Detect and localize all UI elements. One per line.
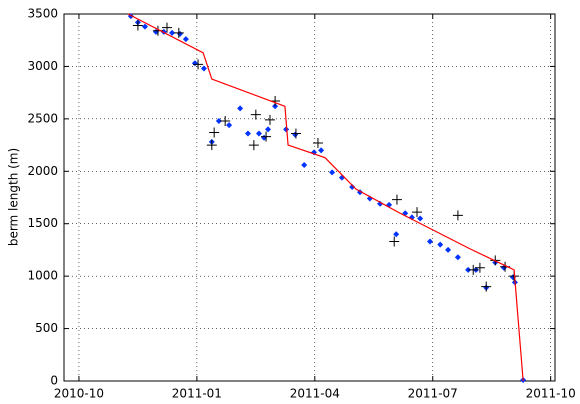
plus-marker — [474, 262, 485, 273]
y-tick-label: 1500 — [27, 216, 58, 230]
y-axis-label: berm length (m) — [7, 148, 21, 246]
x-tick-label: 2011-04 — [290, 387, 340, 401]
x-tick-label: 2010-10 — [54, 387, 104, 401]
plus-marker — [312, 137, 323, 148]
y-tick-label: 1000 — [27, 269, 58, 283]
scatter-point — [182, 36, 189, 43]
scatter-point — [169, 29, 176, 36]
scatter-point — [437, 241, 444, 248]
x-tick-label: 2011-01 — [172, 387, 222, 401]
plus-marker — [161, 22, 172, 33]
scatter-point — [237, 105, 244, 112]
plus-marker — [481, 281, 492, 292]
scatter-point — [141, 23, 148, 30]
plus-marker — [261, 131, 272, 142]
y-tick-label: 500 — [35, 321, 58, 335]
scatter-point — [255, 130, 262, 137]
y-tick-label: 2000 — [27, 164, 58, 178]
plot-area — [63, 13, 556, 382]
scatter-point — [265, 126, 272, 133]
scatter-point — [426, 238, 433, 245]
scatter-point — [454, 254, 461, 261]
plus-marker — [412, 207, 423, 218]
plus-marker — [209, 127, 220, 138]
plus-marker — [173, 27, 184, 38]
scatter-point — [283, 126, 290, 133]
scatter-point — [226, 122, 233, 129]
x-tick-label: 2011-07 — [408, 387, 458, 401]
plus-marker — [250, 109, 261, 120]
scatter-point — [244, 130, 251, 137]
plus-marker — [132, 20, 143, 31]
scatter-point — [417, 215, 424, 222]
y-tick-label: 2500 — [27, 111, 58, 125]
scatter-point — [215, 117, 222, 124]
scatter-point — [318, 147, 325, 154]
scatter-point — [301, 161, 308, 168]
scatter-point — [393, 231, 400, 238]
plus-marker — [220, 115, 231, 126]
scatter-point — [329, 169, 336, 176]
y-tick-label: 3000 — [27, 59, 58, 73]
plus-marker — [206, 140, 217, 151]
scatter-point — [191, 60, 198, 67]
scatter-point — [377, 200, 384, 207]
plus-marker — [452, 210, 463, 221]
scatter-point — [445, 246, 452, 253]
plus-marker — [248, 140, 259, 151]
line — [127, 13, 524, 382]
scatter-point — [272, 103, 279, 110]
plus-marker — [391, 194, 402, 205]
y-tick-label: 3500 — [27, 7, 58, 21]
scatter-point — [200, 65, 207, 72]
plus-marker — [193, 59, 204, 70]
plus-marker — [468, 264, 479, 275]
plus-marker — [264, 114, 275, 125]
x-tick-label: 2011-10 — [526, 387, 576, 401]
scatter-point — [465, 266, 472, 273]
y-tick-label: 0 — [50, 374, 58, 388]
scatter-point — [349, 184, 356, 191]
plus-marker — [389, 236, 400, 247]
plus-marker — [290, 128, 301, 139]
